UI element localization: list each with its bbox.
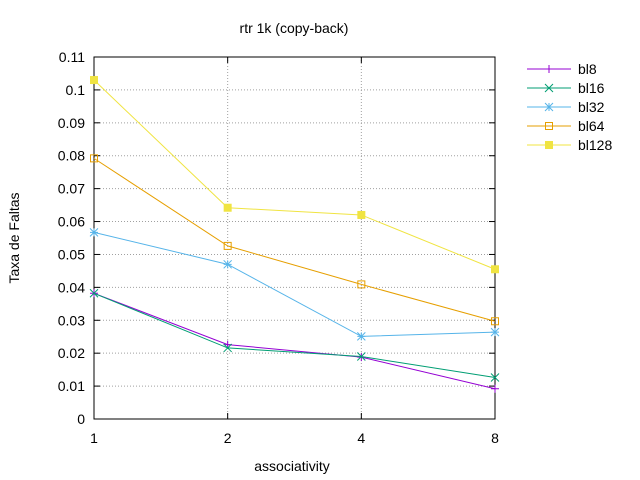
data-point-bl128 [491,265,499,274]
data-point-bl16 [89,288,99,298]
legend-label: bl128 [578,137,612,153]
y-tick-label: 0.01 [58,378,85,394]
data-point-bl64 [491,317,499,326]
x-tick-label: 1 [90,430,98,446]
y-tick-label: 0.11 [59,49,85,65]
legend-marker [544,83,554,93]
data-point-bl16 [356,352,366,361]
series-line-bl16 [93,292,496,379]
y-tick-label: 0.06 [58,214,85,230]
data-point-bl128 [223,203,232,212]
legend-item-bl64: bl64 [527,118,605,134]
y-tick-label: 0.07 [58,181,85,197]
data-point-bl128 [90,76,98,85]
data-point-bl64 [223,241,232,250]
series-line-bl8 [93,292,496,390]
legend-marker [544,102,554,112]
x-tick-label: 8 [491,430,499,446]
data-point-bl128 [357,210,366,219]
y-tick-label: 0.02 [58,345,85,361]
data-point-bl64 [90,154,98,163]
series-line-bl32 [93,231,496,337]
x-axis-ticks: 1 2 4 8 [90,57,499,446]
x-tick-label: 2 [224,430,232,446]
legend-label: bl32 [578,99,605,115]
legend-marker [545,65,553,73]
y-tick-label: 0 [77,411,85,427]
y-tick-label: 0.08 [58,148,85,164]
y-tick-label: 0.09 [58,115,85,131]
y-tick-label: 0.1 [66,82,86,98]
y-axis-ticks: 0 0.01 0.02 0.03 0.04 0.05 0.06 0.07 0.08 0.09 0.1… [58,49,495,427]
legend-item-bl8: bl8 [527,61,597,77]
data-point-bl64 [357,280,366,289]
data-point-bl16 [223,343,233,353]
data-point-bl32 [89,228,99,237]
legend-item-bl16: bl16 [527,80,605,96]
series-group [89,76,500,393]
data-point-bl32 [490,327,500,337]
y-tick-label: 0.03 [58,312,85,328]
series-bl16 [89,288,500,382]
series-line-bl128 [93,79,496,270]
legend-item-bl32: bl32 [527,99,605,115]
chart-title: rtr 1k (copy-back) [240,20,349,36]
data-point-bl32 [223,259,233,269]
data-point-bl32 [356,332,366,341]
plot-frame [93,56,496,420]
y-axis-label: Taxa de Faltas [6,192,22,283]
series-bl32 [89,228,500,341]
y-tick-label: 0.04 [58,279,85,295]
series-bl8 [90,289,499,393]
y-tick-label: 0.05 [58,246,85,262]
legend-marker [545,141,553,149]
legend-label: bl8 [578,61,597,77]
legend-marker [545,122,553,130]
data-point-bl8 [491,384,499,393]
legend-item-bl128: bl128 [527,137,612,153]
x-tick-label: 4 [357,430,365,446]
legend-label: bl16 [578,80,605,96]
grid [94,57,495,419]
series-bl128 [90,76,499,274]
series-line-bl64 [93,157,496,322]
x-axis-label: associativity [254,458,329,474]
legend-label: bl64 [578,118,605,134]
data-point-bl16 [490,373,500,382]
series-bl64 [90,154,499,326]
legend: bl8 bl16 bl32 bl64 bl128 [527,61,612,153]
